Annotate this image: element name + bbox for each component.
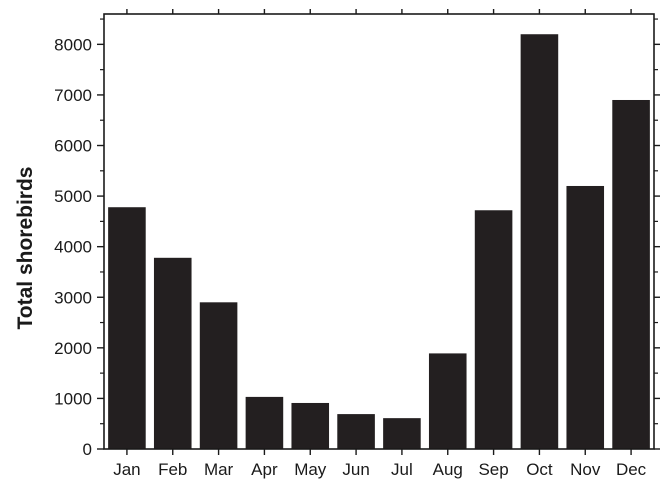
- x-tick-label-jul: Jul: [391, 460, 413, 479]
- bar-nov: [566, 185, 605, 450]
- bar-oct: [520, 34, 559, 449]
- x-tick-label-nov: Nov: [570, 460, 601, 479]
- bar-apr: [245, 396, 284, 449]
- y-tick-label: 7000: [54, 86, 92, 105]
- bar-feb: [153, 257, 192, 449]
- x-tick-label-aug: Aug: [433, 460, 463, 479]
- x-tick-label-feb: Feb: [158, 460, 187, 479]
- x-tick-label-jun: Jun: [342, 460, 369, 479]
- bars-group: [108, 34, 650, 450]
- x-tick-label-oct: Oct: [526, 460, 553, 479]
- y-axis-label: Total shorebirds: [14, 167, 37, 330]
- y-tick-label: 3000: [54, 288, 92, 307]
- y-tick-label: 4000: [54, 238, 92, 257]
- plot-frame: [103, 13, 655, 450]
- y-tick-label: 8000: [54, 35, 92, 54]
- y-ticks-group: 0 1000 2000 3000 4000 5000 6000 7000 8000: [54, 18, 660, 459]
- bar-aug: [428, 353, 467, 449]
- bar-jun: [337, 414, 375, 449]
- bar-jul: [383, 418, 421, 449]
- x-tick-label-jan: Jan: [113, 460, 140, 479]
- y-tick-label: 2000: [54, 339, 92, 358]
- x-tick-label-sep: Sep: [478, 460, 508, 479]
- x-tick-label-mar: Mar: [204, 460, 234, 479]
- x-tick-label-may: May: [294, 460, 327, 479]
- bar-dec: [612, 99, 650, 450]
- axes-group: [103, 13, 655, 450]
- bar-sep: [474, 210, 513, 449]
- bar-mar: [199, 302, 238, 449]
- y-tick-label: 5000: [54, 187, 92, 206]
- y-tick-label: 0: [83, 440, 92, 459]
- x-tick-label-dec: Dec: [616, 460, 647, 479]
- x-tick-label-apr: Apr: [251, 460, 278, 479]
- bar-may: [291, 402, 330, 449]
- y-tick-label: 1000: [54, 389, 92, 408]
- bar-jan: [108, 207, 146, 449]
- x-ticks-group: Jan Feb Mar Apr May Jun Jul Aug Sep Oct Nov Dec: [113, 9, 647, 479]
- y-tick-label: 6000: [54, 137, 92, 156]
